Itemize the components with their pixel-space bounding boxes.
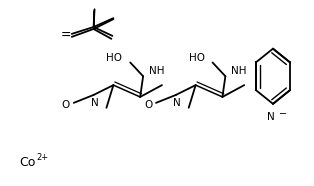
Text: N: N [91, 98, 98, 108]
Text: HO: HO [189, 52, 205, 62]
Text: O: O [62, 100, 70, 110]
Text: Co: Co [19, 156, 35, 169]
Text: −: − [279, 109, 287, 119]
Text: HO: HO [106, 52, 122, 62]
Text: −: − [61, 27, 71, 40]
Text: N: N [173, 98, 181, 108]
Text: NH: NH [149, 66, 165, 76]
Text: −: − [61, 30, 71, 43]
Text: N: N [267, 112, 275, 122]
Text: O: O [144, 100, 152, 110]
Text: 2+: 2+ [36, 153, 48, 161]
Text: NH: NH [231, 66, 247, 76]
